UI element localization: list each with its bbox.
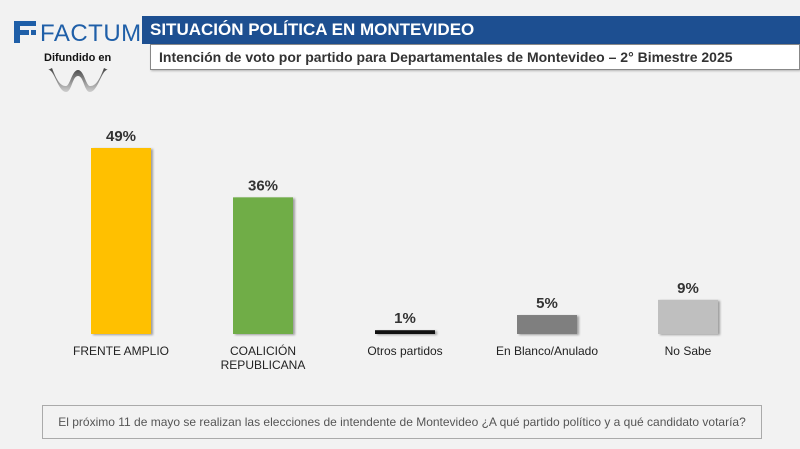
- disseminated-label: Difundido en: [44, 52, 112, 64]
- category-label-line: Otros partidos: [367, 344, 443, 358]
- category-label-line: En Blanco/Anulado: [495, 344, 599, 358]
- bar-no-sabe: [658, 299, 718, 334]
- category-label-line: No Sabe: [664, 344, 712, 358]
- brand-name: FACTUM: [40, 20, 142, 47]
- bar-en-blanco-anulado: [517, 315, 577, 334]
- page-title: SITUACIÓN POLÍTICA EN MONTEVIDEO: [142, 16, 800, 44]
- data-label: 5%: [536, 295, 558, 312]
- category-label-line: REPUBLICANA: [220, 358, 306, 372]
- category-label: En Blanco/Anulado: [482, 344, 612, 358]
- data-label: 1%: [394, 310, 416, 327]
- category-label-line: FRENTE AMPLIO: [72, 344, 170, 358]
- category-label: FRENTE AMPLIO: [56, 344, 186, 358]
- category-label: No Sabe: [623, 344, 753, 358]
- bar-coalición-republicana: [233, 197, 293, 334]
- bar-frente-amplio: [91, 148, 151, 334]
- category-label: Otros partidos: [340, 344, 470, 358]
- media-wave-logo: [48, 68, 108, 92]
- category-label: COALICIÓN REPUBLICANA: [198, 344, 328, 372]
- factum-f-icon: [14, 21, 36, 43]
- survey-question-note: El próximo 11 de mayo se realizan las el…: [42, 405, 762, 439]
- bar-otros-partidos: [375, 330, 435, 334]
- factum-logo: FACTUM Difundido en: [14, 18, 141, 96]
- data-label: 9%: [677, 280, 699, 297]
- chart-subtitle: Intención de voto por partido para Depar…: [150, 44, 800, 70]
- data-label: 36%: [248, 177, 278, 194]
- data-label: 49%: [106, 128, 136, 145]
- category-label-line: COALICIÓN: [229, 344, 296, 358]
